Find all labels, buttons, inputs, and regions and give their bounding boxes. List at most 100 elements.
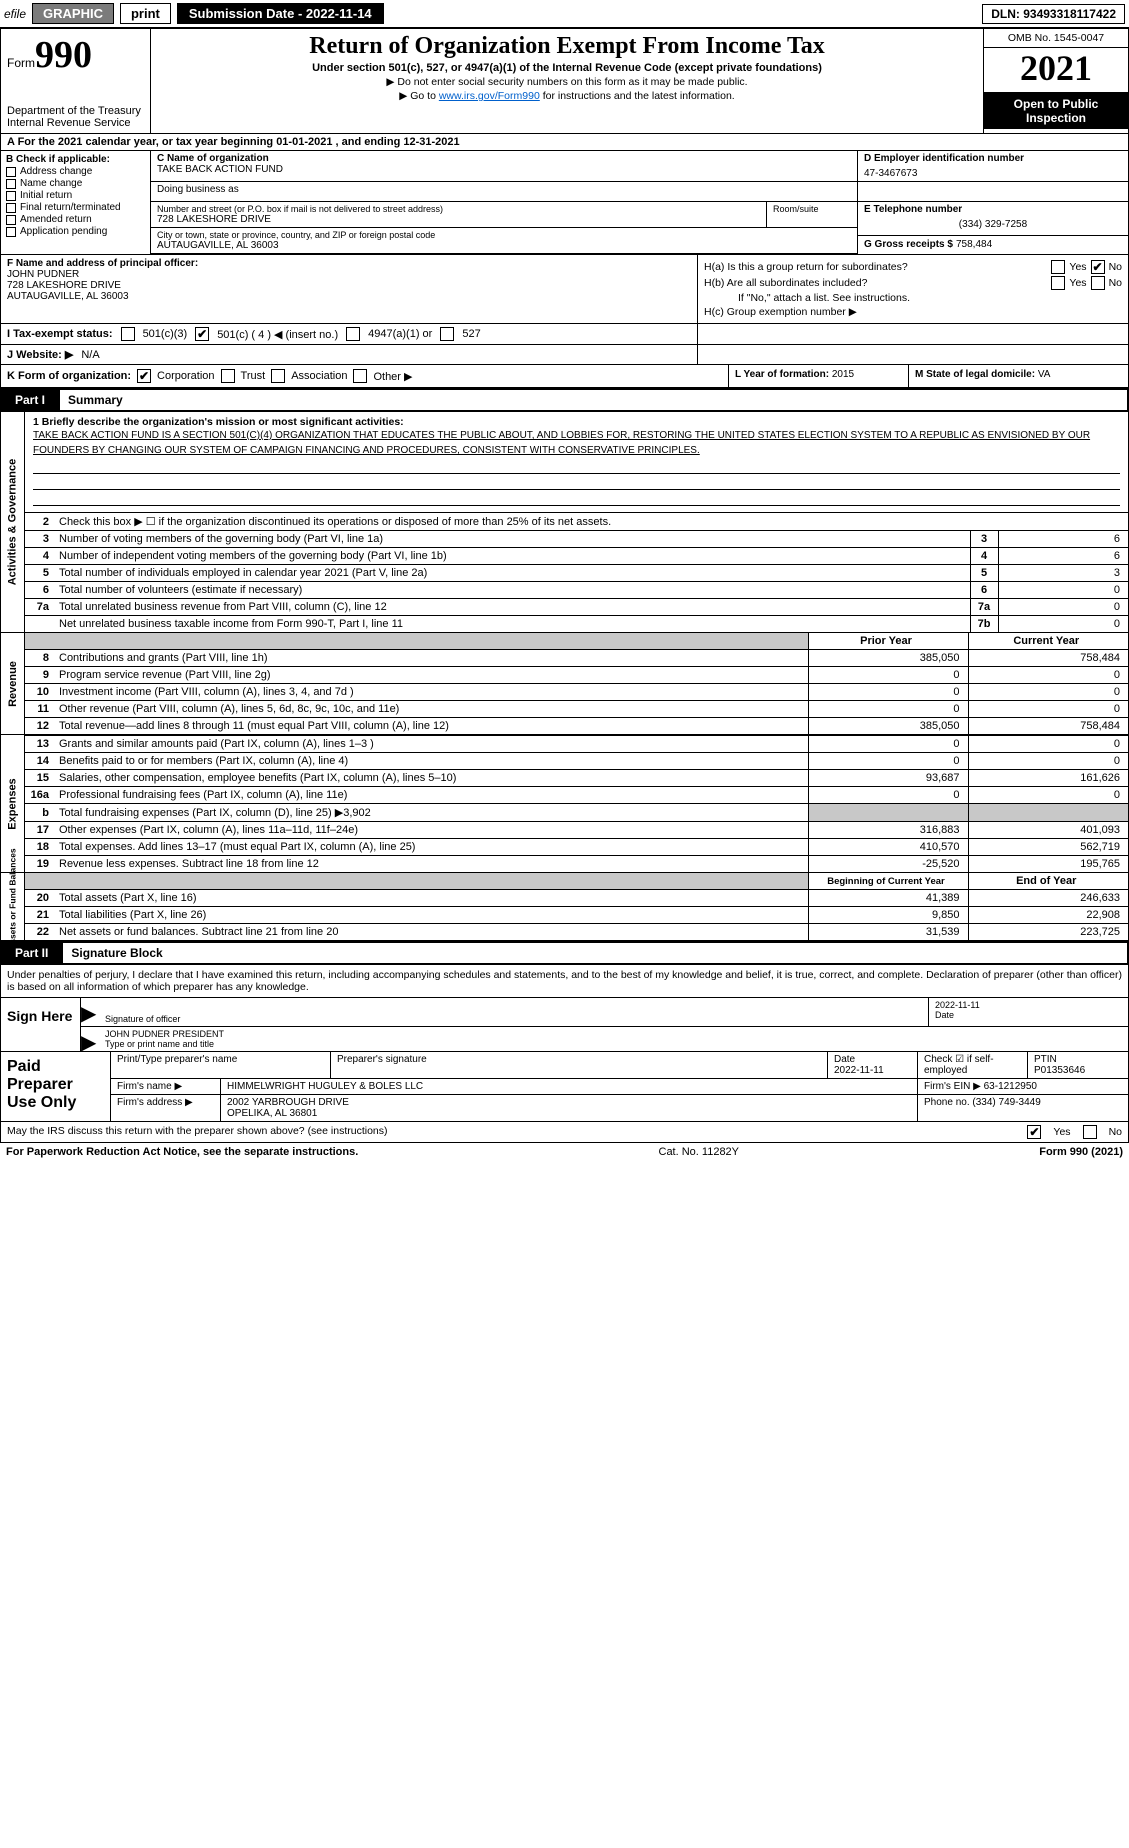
side-rev-text: Revenue [7, 661, 19, 707]
d-ein-label: D Employer identification number [864, 153, 1122, 164]
room-block: Room/suite [767, 202, 857, 227]
gross-block: G Gross receipts $ 758,484 [858, 236, 1128, 252]
cy-value: 223,725 [968, 924, 1128, 941]
chk-final-return[interactable] [6, 203, 16, 213]
graphic-button[interactable]: GRAPHIC [32, 3, 114, 24]
ptin-val: P01353646 [1034, 1065, 1122, 1076]
table-row: 9Program service revenue (Part VIII, lin… [25, 667, 1128, 684]
cy-value: 0 [968, 667, 1128, 684]
line-value: 3 [998, 565, 1128, 582]
line-text: Total fundraising expenses (Part IX, col… [55, 804, 808, 822]
line-text: Net assets or fund balances. Subtract li… [55, 924, 808, 941]
blank-line [33, 492, 1120, 506]
cy-value: 401,093 [968, 822, 1128, 839]
py-value: 0 [808, 753, 968, 770]
table-row: 8Contributions and grants (Part VIII, li… [25, 650, 1128, 667]
lbl-name-change: Name change [20, 178, 82, 189]
line-text: Net unrelated business taxable income fr… [55, 616, 970, 633]
sig-name-block: JOHN PUDNER PRESIDENT Type or print name… [99, 1027, 1128, 1051]
ein-val: 63-1212950 [984, 1081, 1037, 1092]
website-value: N/A [81, 349, 99, 361]
part1-header: Part I Summary [0, 388, 1129, 412]
line-text: Salaries, other compensation, employee b… [55, 770, 808, 787]
chk-other[interactable] [353, 369, 367, 383]
org-name: TAKE BACK ACTION FUND [157, 164, 851, 175]
line-text: Total number of volunteers (estimate if … [55, 582, 970, 599]
grey-cell [968, 804, 1128, 822]
preparer-title: Paid Preparer Use Only [1, 1052, 111, 1121]
tel-value: (334) 329-7258 [864, 219, 1122, 230]
chk-initial-return[interactable] [6, 191, 16, 201]
line-value: 6 [998, 548, 1128, 565]
chk-501c3[interactable] [121, 327, 135, 341]
discuss-no[interactable] [1083, 1125, 1097, 1139]
line-text: Total revenue—add lines 8 through 11 (mu… [55, 718, 808, 735]
hb-yes-lbl: Yes [1069, 277, 1086, 289]
line-value: 0 [998, 599, 1128, 616]
prep-sig-hdr: Preparer's signature [331, 1052, 828, 1078]
ptin-hdr: PTIN [1034, 1054, 1122, 1065]
chk-assoc[interactable] [271, 369, 285, 383]
end-year-hdr: End of Year [968, 873, 1128, 890]
ha-yes[interactable] [1051, 260, 1065, 274]
chk-501c[interactable] [195, 327, 209, 341]
prep-date-val: 2022-11-11 [834, 1065, 911, 1076]
note-pre: ▶ Go to [399, 90, 439, 102]
py-value: 31,539 [808, 924, 968, 941]
chk-amended[interactable] [6, 215, 16, 225]
firm-addr2: OPELIKA, AL 36801 [227, 1108, 911, 1119]
hb-yes[interactable] [1051, 276, 1065, 290]
part2-header: Part II Signature Block [0, 941, 1129, 965]
m-value: VA [1038, 369, 1051, 380]
py-value: 0 [808, 701, 968, 718]
i-label: I Tax-exempt status: [7, 328, 113, 340]
chk-address-change[interactable] [6, 167, 16, 177]
chk-4947[interactable] [346, 327, 360, 341]
part1-title: Summary [60, 390, 1127, 410]
col-f: F Name and address of principal officer:… [1, 255, 698, 323]
hb-note: If "No," attach a list. See instructions… [738, 292, 910, 304]
form-title: Return of Organization Exempt From Incom… [159, 33, 975, 60]
city-label: City or town, state or province, country… [157, 230, 851, 240]
officer-name-title: JOHN PUDNER PRESIDENT [105, 1029, 1122, 1039]
line-text: Benefits paid to or for members (Part IX… [55, 753, 808, 770]
chk-corp[interactable] [137, 369, 151, 383]
ein-spacer [858, 182, 1128, 202]
chk-name-change[interactable] [6, 179, 16, 189]
side-revenue: Revenue [1, 633, 25, 734]
form-subtitle: Under section 501(c), 527, or 4947(a)(1)… [159, 62, 975, 74]
firm-ein-block: Firm's EIN ▶ 63-1212950 [918, 1079, 1128, 1094]
py-value: 41,389 [808, 890, 968, 907]
irs-link[interactable]: www.irs.gov/Form990 [439, 90, 540, 102]
cy-value: 758,484 [968, 650, 1128, 667]
blank-line [33, 460, 1120, 474]
line-text: Other revenue (Part VIII, column (A), li… [55, 701, 808, 718]
discuss-yes[interactable] [1027, 1125, 1041, 1139]
hb-no-lbl: No [1109, 277, 1122, 289]
cy-value: 0 [968, 684, 1128, 701]
prep-selfemp: Check ☑ if self-employed [918, 1052, 1028, 1078]
line-value: 0 [998, 616, 1128, 633]
table-row: 18Total expenses. Add lines 13–17 (must … [25, 839, 1128, 856]
table-row: 16aProfessional fundraising fees (Part I… [25, 787, 1128, 804]
chk-app-pending[interactable] [6, 227, 16, 237]
dln-number: DLN: 93493318117422 [982, 4, 1125, 24]
py-value: 9,850 [808, 907, 968, 924]
telephone-block: E Telephone number (334) 329-7258 [858, 202, 1128, 236]
chk-527[interactable] [440, 327, 454, 341]
cy-value: 22,908 [968, 907, 1128, 924]
cy-value: 195,765 [968, 856, 1128, 873]
print-button[interactable]: print [120, 3, 171, 24]
street-block: Number and street (or P.O. box if mail i… [151, 202, 767, 227]
hb-no[interactable] [1091, 276, 1105, 290]
line-text: Professional fundraising fees (Part IX, … [55, 787, 808, 804]
discuss-footer: May the IRS discuss this return with the… [0, 1122, 1129, 1143]
side-exp-text: Expenses [7, 778, 19, 829]
chk-trust[interactable] [221, 369, 235, 383]
phone-val: (334) 749-3449 [972, 1097, 1040, 1108]
ha-no[interactable] [1091, 260, 1105, 274]
i-left: I Tax-exempt status: 501(c)(3) 501(c) ( … [1, 324, 698, 344]
submission-date: Submission Date - 2022-11-14 [177, 3, 384, 24]
firm-name-lbl: Firm's name ▶ [111, 1079, 221, 1094]
m-block: M State of legal domicile: VA [908, 365, 1128, 387]
